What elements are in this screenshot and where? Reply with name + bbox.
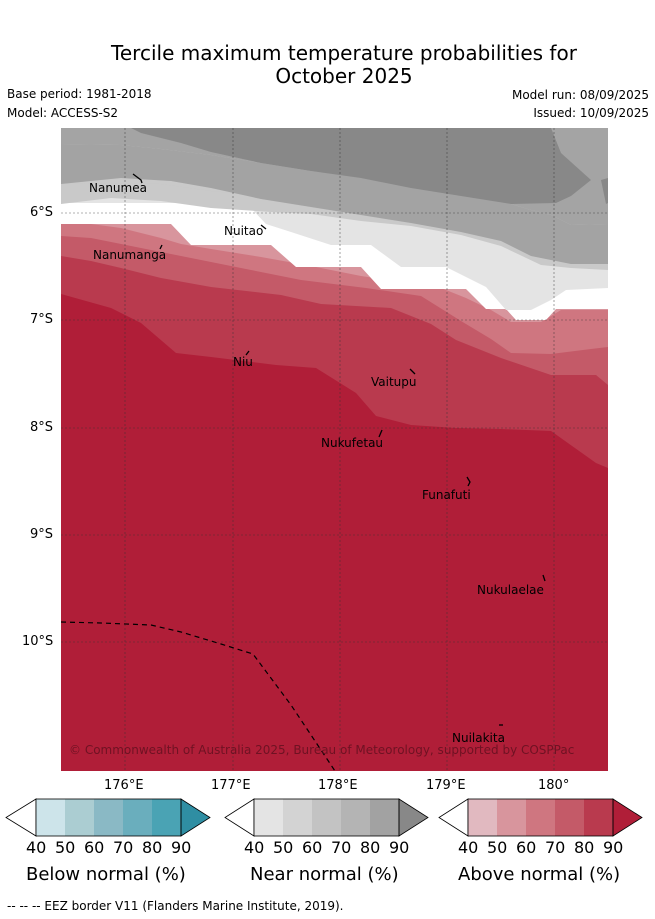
colorbar-above-swatch-40 [468,799,497,836]
colorbar-above-tick-40: 40 [458,838,479,857]
colorbar-below-tick-60: 60 [84,838,105,857]
island-nanumanga [159,244,163,250]
eez-legend-footer: -- -- -- EEZ border V11 (Flanders Marine… [7,899,344,913]
colorbar-below-swatch-50 [65,799,94,836]
island-nukulaelae [542,574,546,582]
y-tick-6s: 6°S [30,205,54,220]
title-line-1: Tercile maximum temperature probabilitie… [111,41,577,65]
island-funafuti [466,476,471,487]
colorbar-near-normal [224,798,429,837]
copyright-notice: © Commonwealth of Australia 2025, Bureau… [69,743,574,757]
colorbar-above-tick-70: 70 [545,838,566,857]
colorbar-near-swatch-70 [341,799,370,836]
colorbar-below-tick-90: 90 [171,838,192,857]
island-nuitao [260,224,267,230]
colorbar-below-swatch-40 [36,799,65,836]
colorbar-below-swatch-70 [123,799,152,836]
colorbar-below-max-arrow [180,798,211,837]
island-niu [245,350,250,356]
colorbar-above-tick-50: 50 [487,838,508,857]
place-label-nukufetau: Nukufetau [321,436,383,450]
place-label-nanumea: Nanumea [89,181,147,195]
x-tick-178e: 178°E [318,778,358,793]
colorbar-above-normal [438,798,643,837]
y-tick-10s: 10°S [22,634,54,649]
colorbar-near-tick-50: 50 [273,838,294,857]
colorbar-below-swatch-80 [152,799,181,836]
colorbar-below-tick-70: 70 [113,838,134,857]
island-nukufetau [378,429,383,438]
eez-border [61,621,336,771]
colorbar-near-tick-60: 60 [302,838,323,857]
y-tick-8s: 8°S [30,420,54,435]
base-period-label: Base period: 1981-2018 [7,87,152,101]
colorbar-above-tick-90: 90 [603,838,624,857]
colorbar-near-tick-40: 40 [244,838,265,857]
colorbar-swatches [5,798,643,837]
graticule [61,128,608,771]
title-line-2: October 2025 [275,64,413,88]
x-tick-176e: 176°E [104,778,144,793]
colorbar-above-title: Above normal (%) [458,864,621,885]
page-title: Tercile maximum temperature probabilitie… [0,42,655,88]
colorbar-below-swatch-60 [94,799,123,836]
colorbar-above-swatch-50 [497,799,526,836]
probability-map: Nanumea Nuitao Nanumanga Niu Vaitupu Nuk… [61,128,608,771]
model-label: Model: ACCESS-S2 [7,106,119,120]
colorbar-above-min-arrow [438,798,469,837]
colorbar-above-swatch-60 [526,799,555,836]
place-label-nanumanga: Nanumanga [93,248,166,262]
place-label-nukulaelae: Nukulaelae [477,583,544,597]
x-tick-179e: 179°E [426,778,466,793]
colorbar-below-normal [5,798,211,837]
colorbar-near-min-arrow [224,798,255,837]
place-label-vaitupu: Vaitupu [371,375,417,389]
band-near-80b [61,144,608,264]
place-label-niu: Niu [233,355,253,369]
colorbar-above-swatch-70 [555,799,584,836]
colorbar-near-outline [253,798,400,837]
band-near-90 [131,128,591,204]
band-near-90-east [601,178,608,204]
colorbar-below-tick-40: 40 [26,838,47,857]
island-vaitupu [409,368,416,375]
x-tick-180: 180° [538,778,570,793]
y-tick-7s: 7°S [30,312,54,327]
colorbar-above-tick-80: 80 [574,838,595,857]
place-label-nuitao: Nuitao [224,224,263,238]
colorbar-above-swatch-80 [584,799,613,836]
colorbar-near-swatch-50 [283,799,312,836]
colorbar-below-title: Below normal (%) [26,864,186,885]
colorbar-near-tick-80: 80 [360,838,381,857]
place-label-funafuti: Funafuti [422,488,471,502]
place-labels: Nanumea Nuitao Nanumanga Niu Vaitupu Nuk… [89,181,544,745]
colorbar-below-tick-80: 80 [142,838,163,857]
colorbar-above-outline [467,798,614,837]
model-run-label: Model run: 08/09/2025 [511,88,649,102]
y-tick-9s: 9°S [30,527,54,542]
colorbar-below-outline [35,798,182,837]
colorbar-near-swatch-60 [312,799,341,836]
colorbar-near-max-arrow [398,798,429,837]
colorbar-near-title: Near normal (%) [250,864,399,885]
issued-label: Issued: 10/09/2025 [533,106,649,120]
colorbar-above-tick-60: 60 [516,838,537,857]
place-label-nuilakita: Nuilakita [452,731,505,745]
colorbar-near-swatch-80 [370,799,399,836]
island-shapes [132,173,546,726]
colorbar-above-max-arrow [612,798,643,837]
colorbar-below-tick-50: 50 [55,838,76,857]
colorbar-near-tick-90: 90 [389,838,410,857]
x-tick-177e: 177°E [211,778,251,793]
colorbar-near-tick-70: 70 [331,838,352,857]
colorbar-below-min-arrow [5,798,37,837]
colorbar-near-swatch-40 [254,799,283,836]
island-nanumea [132,173,143,184]
